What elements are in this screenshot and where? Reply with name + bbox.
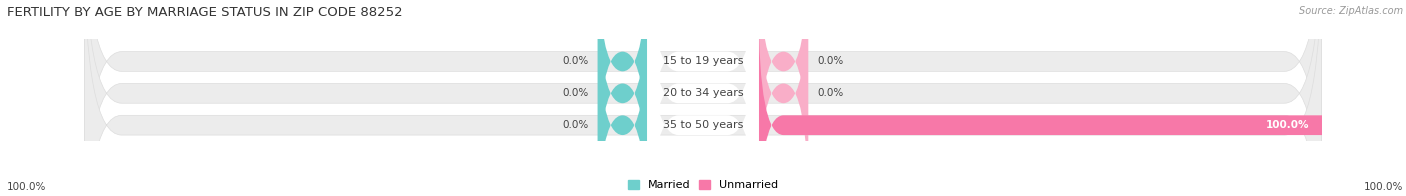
Text: 100.0%: 100.0% <box>1265 120 1309 130</box>
Text: 20 to 34 years: 20 to 34 years <box>662 88 744 98</box>
FancyBboxPatch shape <box>759 0 808 179</box>
FancyBboxPatch shape <box>647 0 759 196</box>
FancyBboxPatch shape <box>598 0 647 179</box>
FancyBboxPatch shape <box>84 0 1322 196</box>
Text: 0.0%: 0.0% <box>562 120 589 130</box>
FancyBboxPatch shape <box>759 8 1378 196</box>
Text: FERTILITY BY AGE BY MARRIAGE STATUS IN ZIP CODE 88252: FERTILITY BY AGE BY MARRIAGE STATUS IN Z… <box>7 6 402 19</box>
Text: 100.0%: 100.0% <box>1364 182 1403 192</box>
Text: Source: ZipAtlas.com: Source: ZipAtlas.com <box>1299 6 1403 16</box>
Text: 0.0%: 0.0% <box>817 88 844 98</box>
FancyBboxPatch shape <box>84 0 1322 196</box>
FancyBboxPatch shape <box>647 0 759 196</box>
Text: 35 to 50 years: 35 to 50 years <box>662 120 744 130</box>
Text: 100.0%: 100.0% <box>7 182 46 192</box>
Text: 0.0%: 0.0% <box>817 56 844 66</box>
Legend: Married, Unmarried: Married, Unmarried <box>627 180 779 191</box>
Text: 15 to 19 years: 15 to 19 years <box>662 56 744 66</box>
FancyBboxPatch shape <box>84 0 1322 196</box>
Text: 0.0%: 0.0% <box>562 56 589 66</box>
FancyBboxPatch shape <box>598 8 647 196</box>
Text: 0.0%: 0.0% <box>562 88 589 98</box>
FancyBboxPatch shape <box>647 0 759 196</box>
FancyBboxPatch shape <box>759 0 808 196</box>
FancyBboxPatch shape <box>598 0 647 196</box>
